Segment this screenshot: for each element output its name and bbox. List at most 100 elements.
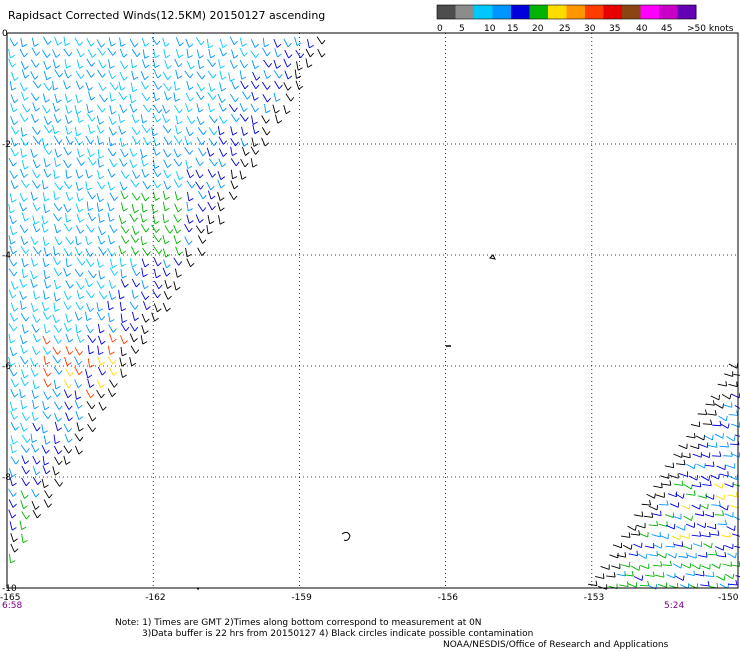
wind-barb: [64, 147, 68, 155]
wind-barb: [163, 303, 166, 311]
wind-barb: [22, 369, 25, 378]
wind-barb: [318, 49, 322, 57]
wind-barb: [108, 169, 112, 177]
wind-barb: [77, 60, 79, 69]
wind-barb: [675, 576, 683, 580]
wind-barb: [219, 60, 221, 69]
wind-barb: [109, 116, 113, 124]
wind-barb-flag: [122, 144, 126, 147]
wind-barb-flag: [166, 119, 170, 122]
wind-barb-flag: [34, 418, 38, 421]
wind-barb: [54, 380, 56, 389]
wind-barb-flag: [25, 75, 29, 78]
wind-barb: [164, 291, 168, 299]
wind-barb: [690, 446, 699, 449]
wind-barb-flag: [46, 276, 50, 278]
wind-barb: [97, 105, 102, 113]
wind-barb-flag: [24, 242, 28, 245]
wind-barb-flag: [69, 351, 73, 354]
wind-barb-flag: [733, 574, 734, 579]
wind-barb-flag: [47, 66, 51, 69]
wind-barb: [718, 524, 727, 525]
wind-barb: [141, 292, 145, 300]
wind-barb-flag: [24, 276, 28, 278]
wind-barb: [262, 82, 267, 90]
wind-barb-flag: [68, 132, 72, 135]
wind-barb-flag: [653, 572, 654, 577]
wind-barb-flag: [109, 308, 113, 310]
wind-barb: [53, 103, 56, 112]
wind-barb-flag: [88, 375, 92, 378]
wind-barb-flag: [10, 363, 14, 366]
wind-barb: [163, 214, 164, 223]
wind-barb: [130, 357, 132, 366]
wind-barb: [76, 81, 79, 89]
wind-barb-flag: [706, 552, 707, 557]
wind-barb-flag: [23, 540, 27, 542]
wind-barb: [120, 38, 121, 47]
wind-barb: [176, 247, 179, 255]
wind-barb-flag: [203, 131, 206, 135]
wind-barb: [209, 115, 214, 122]
wind-barb-flag: [36, 97, 39, 101]
wind-barb: [692, 505, 700, 509]
wind-barb-flag: [16, 460, 19, 464]
wind-barb-flag: [722, 510, 723, 515]
wind-barb-flag: [177, 197, 181, 200]
wind-barb-flag: [91, 43, 94, 47]
wind-barb-flag: [717, 583, 718, 588]
wind-barb: [21, 246, 26, 254]
wind-barb: [44, 61, 47, 69]
wind-barb: [165, 60, 168, 69]
wind-barb-flag: [47, 77, 51, 80]
wind-barb: [154, 137, 156, 146]
wind-barb: [219, 215, 221, 224]
wind-barb: [88, 345, 89, 354]
wind-barb: [230, 37, 234, 45]
wind-barb: [32, 48, 36, 56]
wind-barb-flag: [14, 372, 17, 376]
wind-barb-flag: [68, 296, 72, 299]
wind-barb-flag: [200, 185, 203, 189]
wind-barb: [86, 290, 91, 297]
wind-barb: [44, 71, 46, 80]
wind-barb: [97, 203, 99, 212]
wind-barb: [66, 314, 68, 323]
wind-barb: [165, 92, 168, 101]
wind-barb: [88, 335, 93, 343]
wind-barb: [185, 136, 188, 145]
wind-barb-flag: [91, 154, 95, 157]
wind-barb-flag: [155, 221, 159, 223]
wind-barb-flag: [49, 150, 52, 154]
wind-barb-flag: [179, 184, 182, 188]
wind-barb-flag: [694, 433, 695, 438]
wind-barb: [64, 380, 68, 388]
wind-barb-flag: [37, 461, 41, 465]
wind-barb: [21, 127, 22, 136]
wind-barb: [729, 506, 738, 508]
wind-barb-flag: [121, 44, 125, 46]
wind-barb-flag: [103, 407, 107, 410]
lat-tick-label: -8: [2, 473, 11, 483]
wind-barb-flag: [90, 385, 94, 388]
wind-barb-flag: [159, 285, 162, 289]
wind-barb: [75, 105, 77, 114]
wind-barb: [55, 94, 58, 103]
wind-barb-flag: [114, 372, 117, 376]
wind-barb: [109, 313, 110, 322]
wind-barb-flag: [24, 331, 28, 334]
wind-barb: [64, 160, 69, 168]
wind-barb: [120, 72, 124, 80]
wind-barb: [109, 291, 112, 300]
wind-barb: [631, 566, 639, 570]
wind-barb: [296, 81, 299, 90]
wind-barb: [86, 170, 89, 179]
wind-barb-flag: [189, 87, 193, 90]
wind-barb-flag: [301, 54, 304, 58]
wind-barb-flag: [14, 175, 17, 179]
wind-barb-flag: [13, 221, 17, 224]
wind-barb: [284, 59, 288, 67]
wind-barb-flag: [192, 184, 195, 188]
wind-barb: [208, 202, 212, 210]
wind-barb-flag: [59, 140, 62, 144]
